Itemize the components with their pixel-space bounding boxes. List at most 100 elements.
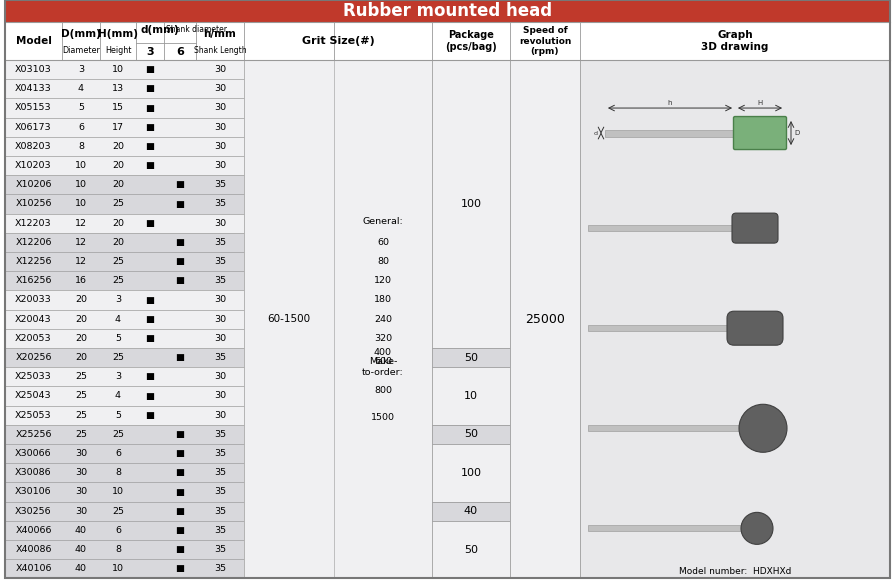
Text: d(mm): d(mm) (141, 26, 180, 36)
Text: 20: 20 (75, 296, 87, 304)
Bar (5, 0, 889, 22)
Text: 5: 5 (114, 334, 121, 343)
Text: 25: 25 (75, 372, 87, 381)
Text: 6: 6 (78, 123, 84, 132)
Text: 5: 5 (114, 411, 121, 420)
Bar (5, 540, 244, 559)
Text: 4: 4 (114, 315, 121, 324)
Text: 35: 35 (214, 353, 226, 362)
Text: 30: 30 (75, 488, 87, 496)
Text: 8: 8 (114, 545, 121, 554)
Text: 20: 20 (112, 238, 124, 247)
Text: 10: 10 (112, 565, 124, 573)
Text: ■: ■ (175, 200, 184, 208)
Bar (5, 406, 244, 425)
Text: 25: 25 (75, 430, 87, 439)
Text: ■: ■ (175, 353, 184, 362)
Text: 13: 13 (112, 84, 124, 93)
Bar (5, 271, 244, 290)
Bar (5, 98, 244, 118)
Text: 17: 17 (112, 123, 124, 132)
Text: 6: 6 (114, 526, 121, 535)
Text: X25053: X25053 (15, 411, 52, 420)
Text: 25: 25 (112, 353, 124, 362)
Text: 80: 80 (376, 257, 389, 266)
Bar (432, 444, 510, 502)
Text: ■: ■ (175, 507, 184, 516)
Text: X10203: X10203 (15, 161, 52, 170)
Text: ■: ■ (146, 411, 155, 420)
Text: 400: 400 (374, 347, 392, 357)
Text: 16: 16 (75, 276, 87, 285)
Text: ■: ■ (146, 142, 155, 151)
Text: 30: 30 (214, 315, 226, 324)
Text: 30: 30 (214, 65, 226, 74)
Bar (5, 214, 244, 233)
Text: X40066: X40066 (15, 526, 52, 535)
Text: Grit Size(#): Grit Size(#) (301, 36, 374, 46)
Text: 60-1500: 60-1500 (267, 314, 310, 324)
Text: X10206: X10206 (15, 180, 52, 189)
Text: D: D (793, 130, 798, 136)
Text: 6: 6 (114, 449, 121, 458)
Text: Package
(pcs/bag): Package (pcs/bag) (444, 30, 496, 52)
Text: 30: 30 (75, 469, 87, 477)
Bar (432, 425, 510, 444)
Text: ■: ■ (175, 449, 184, 458)
Text: Height: Height (105, 46, 131, 55)
Text: X20256: X20256 (15, 353, 52, 362)
Text: X12206: X12206 (15, 238, 52, 247)
Text: ■: ■ (175, 545, 184, 554)
Text: ■: ■ (146, 65, 155, 74)
Text: ■: ■ (146, 296, 155, 304)
Text: 25: 25 (75, 392, 87, 400)
Text: 25: 25 (112, 430, 124, 439)
Text: 35: 35 (214, 180, 226, 189)
Text: X30106: X30106 (15, 488, 52, 496)
Text: 50: 50 (463, 353, 477, 363)
Text: 10: 10 (75, 180, 87, 189)
Bar (579, 60, 889, 579)
Text: Model: Model (15, 36, 51, 46)
Text: 3: 3 (114, 372, 121, 381)
Text: ■: ■ (146, 219, 155, 228)
Text: 5: 5 (78, 104, 84, 112)
Text: 30: 30 (214, 84, 226, 93)
Bar (5, 194, 244, 214)
Text: 35: 35 (214, 276, 226, 285)
Bar (5, 79, 244, 98)
Text: X30086: X30086 (15, 469, 52, 477)
Bar (5, 386, 244, 406)
Bar (587, 425, 738, 431)
Bar (5, 233, 244, 252)
Text: 10: 10 (112, 488, 124, 496)
Text: 240: 240 (374, 315, 392, 324)
Text: 20: 20 (112, 161, 124, 170)
Text: 12: 12 (75, 238, 87, 247)
Text: ■: ■ (175, 488, 184, 496)
Text: 30: 30 (214, 334, 226, 343)
Text: 30: 30 (214, 411, 226, 420)
Text: X20053: X20053 (15, 334, 52, 343)
Text: 15: 15 (112, 104, 124, 112)
Text: 6: 6 (176, 47, 184, 56)
Bar (432, 367, 510, 425)
Text: 35: 35 (214, 565, 226, 573)
Text: 100: 100 (460, 468, 481, 478)
Text: 10: 10 (75, 200, 87, 208)
Text: ■: ■ (146, 161, 155, 170)
Text: 30: 30 (214, 372, 226, 381)
Bar (5, 502, 244, 521)
Text: 50: 50 (463, 545, 477, 555)
Bar (5, 463, 244, 482)
Text: 30: 30 (214, 104, 226, 112)
Bar (5, 252, 244, 271)
Text: X12203: X12203 (15, 219, 52, 228)
Text: Make-
to-order:: Make- to-order: (362, 357, 403, 377)
Text: ■: ■ (175, 257, 184, 266)
Circle shape (740, 512, 772, 544)
Text: 30: 30 (75, 507, 87, 516)
Text: X25033: X25033 (15, 372, 52, 381)
Text: X30066: X30066 (15, 449, 52, 458)
Text: 100: 100 (460, 199, 481, 209)
